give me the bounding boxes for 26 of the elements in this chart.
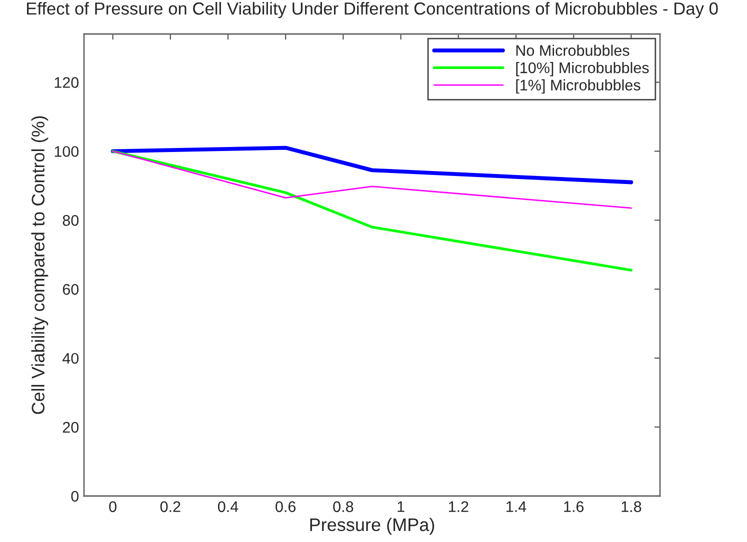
y-tick-label: 100 [54,146,79,157]
x-tick-label: 0.2 [160,501,180,512]
x-tick-label: 1.2 [448,501,468,512]
y-tick-label: 0 [71,490,79,502]
legend-label: [1%] Microbubbles [516,79,640,94]
line-series [110,146,634,184]
legend-label: [10%] Microbubbles [516,62,649,76]
line-series [112,150,632,209]
line-series [111,150,633,272]
y-tick-label: 20 [62,422,79,433]
legend-label: No Microbubbles [516,44,630,56]
y-tick-label: 80 [62,215,79,226]
x-tick-label: 0.6 [276,501,296,512]
y-tick-label: 60 [62,284,79,295]
x-tick-label: 0.8 [333,501,354,512]
y-axis-title: Cell Viability compared to Control (%) [31,116,48,414]
x-tick-label: 1 [398,501,404,512]
chart-title: Effect of Pressure on Cell Viability Under Different Concentrations of Microbubbles - Day 0 [27,2,718,18]
x-tick-label: 1.6 [564,501,584,512]
x-tick-label: 1.4 [506,501,526,512]
x-tick-label: 0.4 [218,501,238,512]
x-axis-title: Pressure (MPa) [310,518,434,535]
x-tick-label: 1.8 [622,501,642,512]
y-tick-label: 40 [62,352,79,364]
x-tick-label: 0 [109,501,116,512]
y-tick-label: 120 [54,77,79,88]
